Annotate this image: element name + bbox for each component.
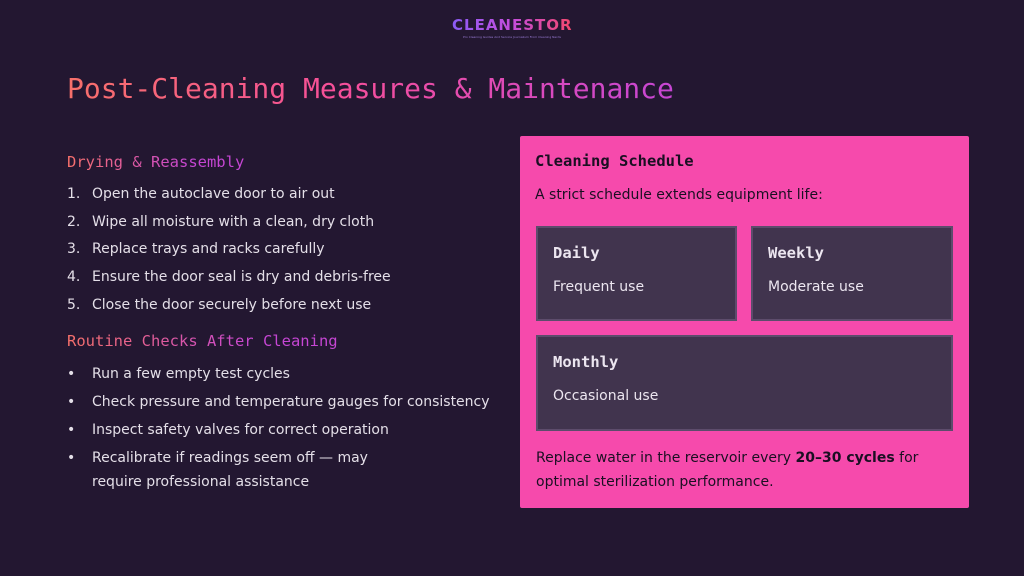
drying-steps: 1. Open the autoclave door to air out 2. W… bbox=[67, 180, 507, 319]
logo: CLEANESTOR Pro Cleaning Guides And Servi… bbox=[452, 16, 572, 39]
list-item: 1. Open the autoclave door to air out bbox=[67, 185, 335, 202]
list-item: 2. Wipe all moisture with a clean, dry cl… bbox=[67, 213, 375, 230]
card-footer: Replace water in the reservoir every 20–… bbox=[536, 450, 919, 490]
left-column: Drying & Reassembly 1. Open the autoclave… bbox=[67, 153, 507, 498]
logo-tagline: Pro Cleaning Guides And Service Journali… bbox=[463, 35, 561, 39]
schedule-box-monthly: Monthly Occasional use bbox=[536, 335, 953, 431]
list-item: • Check pressure and temperature gauges f… bbox=[67, 393, 490, 410]
checks-list: • Run a few empty test cycles • Check pres… bbox=[67, 362, 507, 494]
page-title: Post-Cleaning Measures & Maintenance bbox=[67, 72, 674, 105]
list-item: 4. Ensure the door seal is dry and debris… bbox=[67, 269, 391, 286]
checks-heading: Routine Checks After Cleaning bbox=[67, 331, 338, 350]
list-item: 3. Replace trays and racks carefully bbox=[67, 241, 325, 258]
logo-wordmark: CLEANESTOR bbox=[452, 16, 573, 34]
drying-heading: Drying & Reassembly bbox=[67, 153, 245, 171]
list-item: • Run a few empty test cycles bbox=[67, 365, 290, 382]
schedule-box-daily: Daily Frequent use bbox=[536, 226, 737, 321]
schedule-box-weekly: Weekly Moderate use bbox=[751, 226, 953, 321]
list-item: • Inspect safety valves for correct opera… bbox=[67, 421, 389, 438]
cleaning-schedule-card: Cleaning Schedule A strict schedule exte… bbox=[520, 136, 969, 508]
card-intro: A strict schedule extends equipment life… bbox=[535, 187, 823, 203]
card-title: Cleaning Schedule bbox=[535, 152, 694, 170]
list-item: 5. Close the door securely before next us… bbox=[67, 297, 372, 314]
list-item: • Recalibrate if readings seem off — may … bbox=[67, 449, 368, 490]
